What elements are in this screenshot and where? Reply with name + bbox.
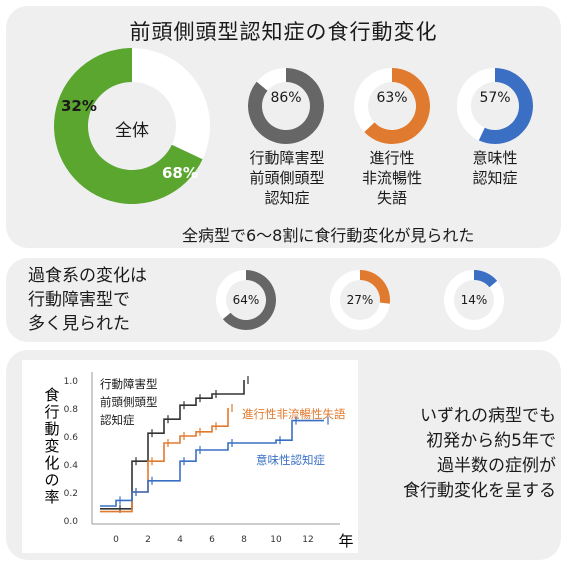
x-tick-label: 10 bbox=[270, 535, 282, 545]
y-tick-label: 0.6 bbox=[64, 433, 79, 443]
overeating-text: 過食系の変化は 行動障害型で 多く見られた bbox=[28, 266, 147, 334]
subtype-caption-sd: 意味性 認知症 bbox=[472, 149, 518, 187]
overeating-pct-bvftd: 64% bbox=[232, 293, 260, 307]
overeating-pct-sd: 14% bbox=[460, 293, 488, 307]
subtype-donut-sd bbox=[457, 68, 533, 144]
overeating-donut-0-slice bbox=[222, 270, 276, 330]
subtype-donut-1-slice bbox=[364, 68, 430, 144]
series-line-0 bbox=[100, 380, 245, 510]
y-tick-label: 0.8 bbox=[64, 405, 79, 415]
subtype-pct-bvftd: 86% bbox=[270, 90, 302, 106]
overeating-donut-bvftd bbox=[216, 270, 276, 330]
subtype-donut-pnfa bbox=[354, 68, 430, 144]
page-title: 前頭側頭型認知症の食行動変化 bbox=[129, 20, 438, 44]
x-tick-label: 0 bbox=[113, 535, 119, 545]
x-tick-label: 12 bbox=[302, 535, 313, 545]
overall-no-pct: 32% bbox=[61, 97, 97, 115]
summary-text: 全病型で6～8割に食行動変化が見られた bbox=[182, 226, 475, 245]
overall-label: 全体 bbox=[115, 121, 149, 141]
overeating-donut-1-slice bbox=[360, 270, 390, 304]
series-label-bvftd: 前頭側頭型 bbox=[100, 395, 158, 409]
overall-yes-slice bbox=[53, 48, 203, 204]
series-label-sd: 意味性認知症 bbox=[256, 453, 325, 467]
series-line-2 bbox=[100, 419, 324, 507]
series-label-pnfa: 進行性非流暢性失語 bbox=[242, 407, 346, 421]
x-tick-label: 4 bbox=[177, 535, 183, 545]
x-tick-label: 2 bbox=[145, 535, 151, 545]
series-label-bvftd: 認知症 bbox=[100, 413, 135, 427]
overeating-pct-pnfa: 27% bbox=[346, 293, 374, 307]
overall-yes-pct: 68% bbox=[162, 164, 198, 182]
conclusion-text: いずれの病型でも 初発から約5年で 過半数の症例が 食行動変化を呈する bbox=[403, 406, 556, 501]
y-tick-label: 0.4 bbox=[64, 461, 79, 471]
subtype-caption-bvftd: 行動障害型 前頭側頭型 認知症 bbox=[249, 149, 325, 207]
overeating-panel: 過食系の変化は 行動障害型で 多く見られた 64% 27% 14% bbox=[6, 258, 561, 342]
y-tick-label: 0.0 bbox=[64, 517, 79, 527]
x-tick-label: 8 bbox=[241, 535, 247, 545]
overeating-donut-pnfa bbox=[330, 270, 390, 330]
x-tick-label: 6 bbox=[209, 535, 215, 545]
overall-no-slice bbox=[132, 48, 210, 160]
overeating-donut-2-slice bbox=[474, 270, 498, 288]
subtype-donut-2-slice bbox=[478, 68, 533, 144]
subtype-caption-pnfa: 進行性 非流暢性 失語 bbox=[361, 149, 422, 207]
series-label-bvftd: 行動障害型 bbox=[100, 377, 158, 391]
chart-panel: 食行動変化の率 0.0 0.2 0.4 0.6 0.8 1.0 0 2 4 6 8 10 12 年 行動障害型… bbox=[6, 350, 561, 560]
overall-donut bbox=[53, 48, 210, 204]
subtype-donut-bvftd bbox=[248, 68, 324, 144]
x-axis-unit: 年 bbox=[338, 532, 353, 550]
subtype-donut-0-slice bbox=[248, 68, 324, 144]
chart-box: 食行動変化の率 0.0 0.2 0.4 0.6 0.8 1.0 0 2 4 6 8 10 12 年 行動障害型… bbox=[22, 360, 358, 553]
km-chart: 食行動変化の率 0.0 0.2 0.4 0.6 0.8 1.0 0 2 4 6 8 10 12 年 行動障害型… bbox=[44, 372, 354, 550]
overeating-donut-sd bbox=[444, 270, 504, 330]
y-tick-label: 0.2 bbox=[64, 489, 78, 499]
y-tick-label: 1.0 bbox=[64, 377, 79, 387]
subtype-pct-pnfa: 63% bbox=[376, 90, 408, 106]
summary-panel: 前頭側頭型認知症の食行動変化 全体 32% 68% 86% 行動障害型 前頭側頭… bbox=[6, 6, 561, 248]
subtype-pct-sd: 57% bbox=[479, 90, 511, 106]
y-axis-label: 食行動変化の率 bbox=[44, 386, 59, 506]
